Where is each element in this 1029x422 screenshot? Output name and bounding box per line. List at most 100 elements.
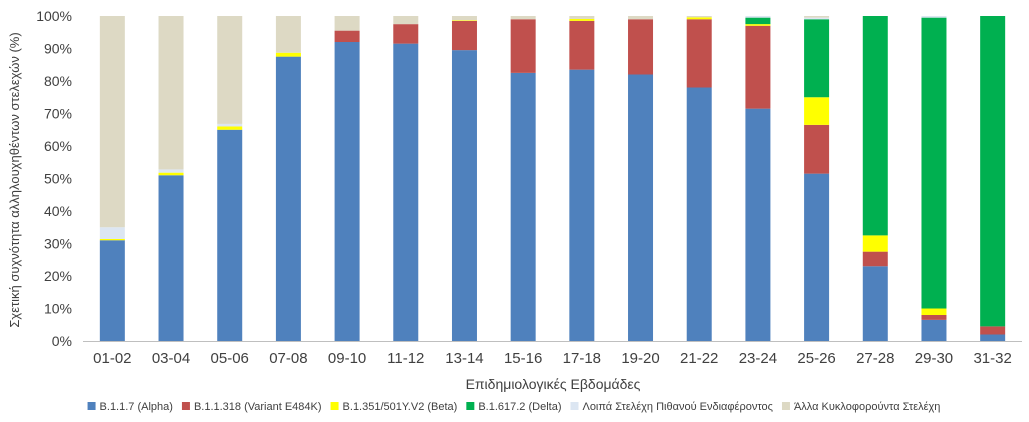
bar-segment [217,16,243,124]
bar-segment [217,129,243,341]
bar-segment [334,30,360,43]
bar-segment [921,16,947,18]
legend-swatch [781,402,790,410]
x-tick-label: 11-12 [387,350,424,367]
bar-segment [275,16,301,53]
legend-item: B.1.351/501Y.V2 (Beta) [330,401,458,413]
legend-label: Άλλα Κυκλοφορούντα Στελέχη [794,401,940,413]
bar-segment [862,16,888,236]
bar-segment [393,24,419,44]
legend-swatch [181,402,190,410]
bar-segment [569,69,595,342]
bar-segment [158,16,184,170]
legend-label: B.1.351/501Y.V2 (Beta) [343,401,458,413]
legend: B.1.1.7 (Alpha) B.1.1.318 (Variant E484K)… [87,401,940,413]
bar-stack-15-16 [510,16,536,342]
bar-segment [804,19,830,98]
y-tick-label: 50% [44,171,72,187]
bar-stack-11-12 [393,16,419,342]
bar-segment [686,16,712,18]
x-tick-label: 29-30 [915,350,953,367]
bar-segment [451,20,477,21]
x-tick-label: 25-26 [797,350,835,367]
bar-stack-13-14 [451,16,477,342]
legend-item: B.1.617.2 (Delta) [466,401,561,413]
bar-stack-31-32 [980,16,1006,341]
bar-segment [275,52,301,57]
bar-segment [686,19,712,88]
bar-segment [217,123,243,127]
bar-segment [980,334,1006,341]
x-tick-label: 01-02 [93,350,131,367]
bar-segment [158,175,184,341]
y-tick-label: 80% [44,73,72,89]
x-tick-label: 17-18 [563,350,601,367]
bar-segment [510,19,536,73]
bar-segment [980,326,1006,335]
bar-segment [217,126,243,130]
bar-segment [99,238,125,241]
bar-segment [158,169,184,173]
y-axis-ticks: 0% 10% 20% 30% 40% 50% 60% 70% 80% 90% 100% [36,8,72,349]
legend-item: B.1.1.7 (Alpha) [87,401,173,413]
bar-stack-03-04 [158,16,184,341]
legend-item: Άλλα Κυκλοφορούντα Στελέχη [781,401,940,413]
y-tick-label: 90% [44,41,72,57]
x-tick-label: 23-24 [739,350,777,367]
legend-swatch [466,402,475,410]
bar-segment [569,20,595,70]
bar-stack-09-10 [334,16,360,341]
bar-segment [158,172,184,176]
bar-segment [745,25,771,109]
x-axis-ticks: 01-02 03-04 05-06 07-08 09-10 11-12 13-14 15-16… [93,350,1012,367]
bar-segment [99,227,125,239]
bar-segment [745,17,771,25]
bar-segment [393,43,419,342]
bar-stack-01-02 [99,16,125,341]
bar-segment [451,50,477,342]
bar-stack-29-30 [921,16,947,342]
y-tick-label: 100% [36,8,72,24]
bar-segment [510,16,536,20]
bar-segment [569,18,595,21]
bar-segment [275,56,301,342]
bar-stack-25-26 [804,16,830,342]
y-tick-label: 10% [44,301,72,317]
legend-swatch [330,402,339,410]
x-tick-label: 21-22 [680,350,718,367]
x-tick-label: 31-32 [973,350,1011,367]
bar-segment [921,315,947,320]
bar-segment [451,16,477,21]
bar-segment [99,240,125,341]
bar-segment [451,20,477,51]
bar-segment [862,235,888,252]
bar-stack-23-24 [745,16,771,342]
bar-segment [804,173,830,342]
y-tick-label: 40% [44,203,72,219]
x-tick-label: 03-04 [152,350,190,367]
bar-stack-07-08 [275,16,301,342]
y-tick-label: 30% [44,236,72,252]
bar-segment [921,319,947,342]
bar-segment [745,108,771,342]
x-tick-label: 05-06 [211,350,249,367]
bar-segment [921,308,947,315]
bar-segment [862,251,888,267]
x-tick-label: 13-14 [445,350,483,367]
x-tick-label: 15-16 [504,350,542,367]
y-tick-label: 70% [44,106,72,122]
bar-segment [686,17,712,20]
bar-segment [628,74,654,341]
legend-item: B.1.1.318 (Variant E484K) [181,401,322,413]
legend-label: B.1.1.318 (Variant E484K) [194,401,322,413]
bar-segment [804,124,830,174]
bar-segment [980,16,1006,327]
y-tick-label: 60% [44,138,72,154]
legend-item: Λοιπά Στελέχη Πιθανού Ενδιαφέροντος [570,401,773,413]
bar-segment [510,72,536,342]
bar-segment [99,16,125,228]
bar-segment [628,19,654,75]
legend-label: B.1.617.2 (Delta) [478,401,561,413]
bars [99,16,1006,342]
